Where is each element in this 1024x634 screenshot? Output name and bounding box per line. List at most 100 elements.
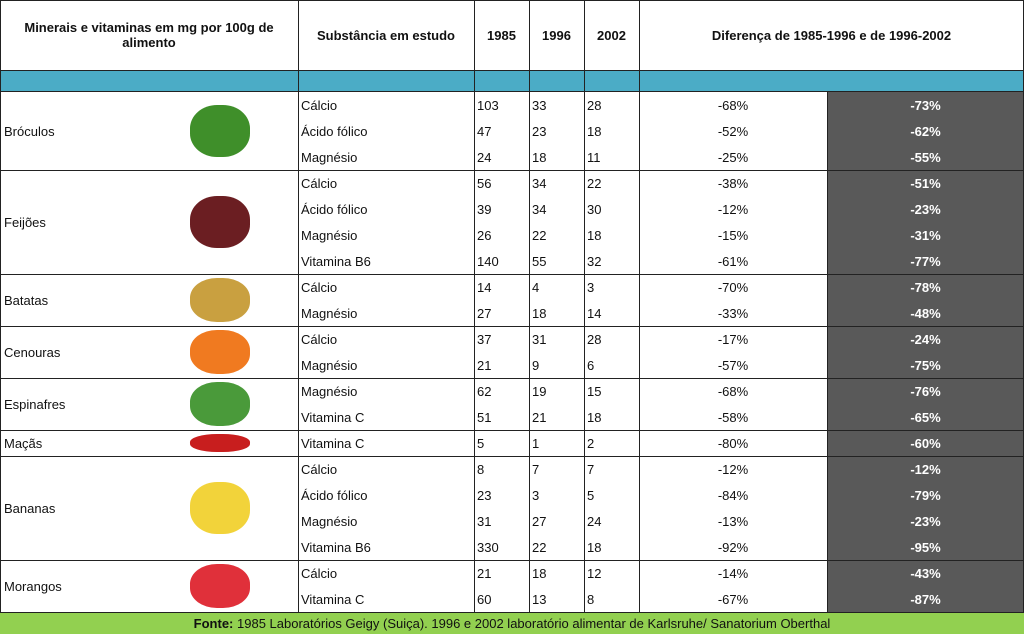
difference-cell: -95%: [910, 539, 941, 555]
value-cell: 13: [532, 591, 547, 607]
value-cell: 19: [532, 383, 547, 399]
difference-cell: -79%: [910, 487, 941, 503]
value-cell: 62: [477, 383, 492, 399]
food-name: Bróculos: [4, 123, 55, 139]
value-cell: 22: [532, 227, 547, 243]
value-cell: 9: [532, 357, 540, 373]
value-cell: 11: [587, 149, 601, 165]
row-line: [0, 274, 1024, 275]
border: [0, 0, 1024, 1]
column-line: [584, 0, 585, 613]
difference-cell: -12%: [717, 201, 749, 217]
value-cell: 60: [477, 591, 492, 607]
food-icon: [190, 482, 250, 534]
food-name: Espinafres: [4, 396, 66, 412]
row-line: [0, 91, 1024, 92]
value-cell: 12: [587, 565, 602, 581]
value-cell: 18: [587, 539, 602, 555]
value-cell: 18: [587, 227, 602, 243]
difference-cell: -75%: [910, 357, 941, 373]
difference-cell: -77%: [910, 253, 941, 269]
food-icon: [190, 330, 250, 374]
substance: Cálcio: [301, 279, 338, 295]
row-line: [0, 430, 1024, 431]
difference-cell: -78%: [910, 279, 941, 295]
column-line: [639, 0, 640, 613]
substance: Vitamina C: [301, 409, 365, 425]
value-cell: 23: [532, 123, 547, 139]
food-icon: [190, 382, 250, 426]
row-line: [0, 70, 1024, 71]
difference-cell: -70%: [717, 279, 749, 295]
difference-cell: -12%: [910, 461, 941, 477]
value-cell: 56: [477, 175, 492, 191]
value-cell: 34: [532, 201, 547, 217]
value-cell: 24: [477, 149, 492, 165]
difference-cell: -68%: [717, 383, 749, 399]
substance: Vitamina B6: [301, 539, 371, 555]
value-cell: 14: [477, 279, 492, 295]
food-icon: [190, 278, 250, 322]
difference-cell: -73%: [910, 97, 941, 113]
header-cell: 1985: [487, 27, 516, 43]
substance: Magnésio: [301, 227, 358, 243]
difference-cell: -14%: [717, 565, 749, 581]
value-cell: 27: [477, 305, 492, 321]
value-cell: 31: [477, 513, 492, 529]
difference-cell: -12%: [717, 461, 749, 477]
value-cell: 140: [477, 253, 499, 269]
substance: Cálcio: [301, 331, 338, 347]
difference-cell: -23%: [910, 513, 941, 529]
value-cell: 55: [532, 253, 547, 269]
value-cell: 34: [532, 175, 547, 191]
substance: Ácido fólico: [301, 123, 368, 139]
column-line: [474, 0, 475, 613]
value-cell: 4: [532, 279, 540, 295]
header-cell: 1996: [542, 27, 571, 43]
food-icon: [190, 105, 250, 157]
substance: Magnésio: [301, 149, 358, 165]
difference-cell: -52%: [717, 123, 749, 139]
value-cell: 27: [532, 513, 547, 529]
difference-cell: -13%: [717, 513, 749, 529]
value-cell: 7: [532, 461, 540, 477]
difference-cell: -76%: [910, 383, 941, 399]
header-cell: Minerais e vitaminas em mg por 100g de a…: [24, 20, 274, 50]
header-cell: Substância em estudo: [317, 27, 455, 43]
substance: Cálcio: [301, 565, 338, 581]
value-cell: 51: [477, 409, 492, 425]
value-cell: 47: [477, 123, 492, 139]
value-cell: 330: [477, 539, 499, 555]
value-cell: 5: [587, 487, 595, 503]
column-line: [298, 0, 299, 613]
difference-cell: -17%: [717, 331, 749, 347]
substance: Magnésio: [301, 357, 358, 373]
separator-band: [0, 71, 1024, 91]
difference-cell: -43%: [910, 565, 941, 581]
difference-cell: -24%: [910, 331, 941, 347]
value-cell: 3: [587, 279, 595, 295]
value-cell: 5: [477, 435, 485, 451]
difference-cell: -80%: [717, 435, 749, 451]
value-cell: 18: [587, 409, 602, 425]
value-cell: 18: [532, 305, 547, 321]
value-cell: 30: [587, 201, 602, 217]
substance: Vitamina B6: [301, 253, 371, 269]
difference-cell: -65%: [910, 409, 941, 425]
value-cell: 26: [477, 227, 492, 243]
row-line: [0, 456, 1024, 457]
value-cell: 28: [587, 97, 602, 113]
footer-label: Fonte:: [193, 616, 234, 631]
food-icon: [190, 434, 250, 452]
difference-cell: -87%: [910, 591, 941, 607]
substance: Cálcio: [301, 461, 338, 477]
footer: Fonte: 1985 Laboratórios Geigy (Suiça). …: [0, 613, 1024, 634]
footer-text: 1985 Laboratórios Geigy (Suiça). 1996 e …: [237, 616, 831, 631]
column-line: [529, 0, 530, 613]
value-cell: 103: [477, 97, 499, 113]
food-name: Bananas: [4, 500, 56, 516]
header-cell: 2002: [597, 27, 626, 43]
value-cell: 21: [477, 565, 492, 581]
value-cell: 31: [532, 331, 547, 347]
